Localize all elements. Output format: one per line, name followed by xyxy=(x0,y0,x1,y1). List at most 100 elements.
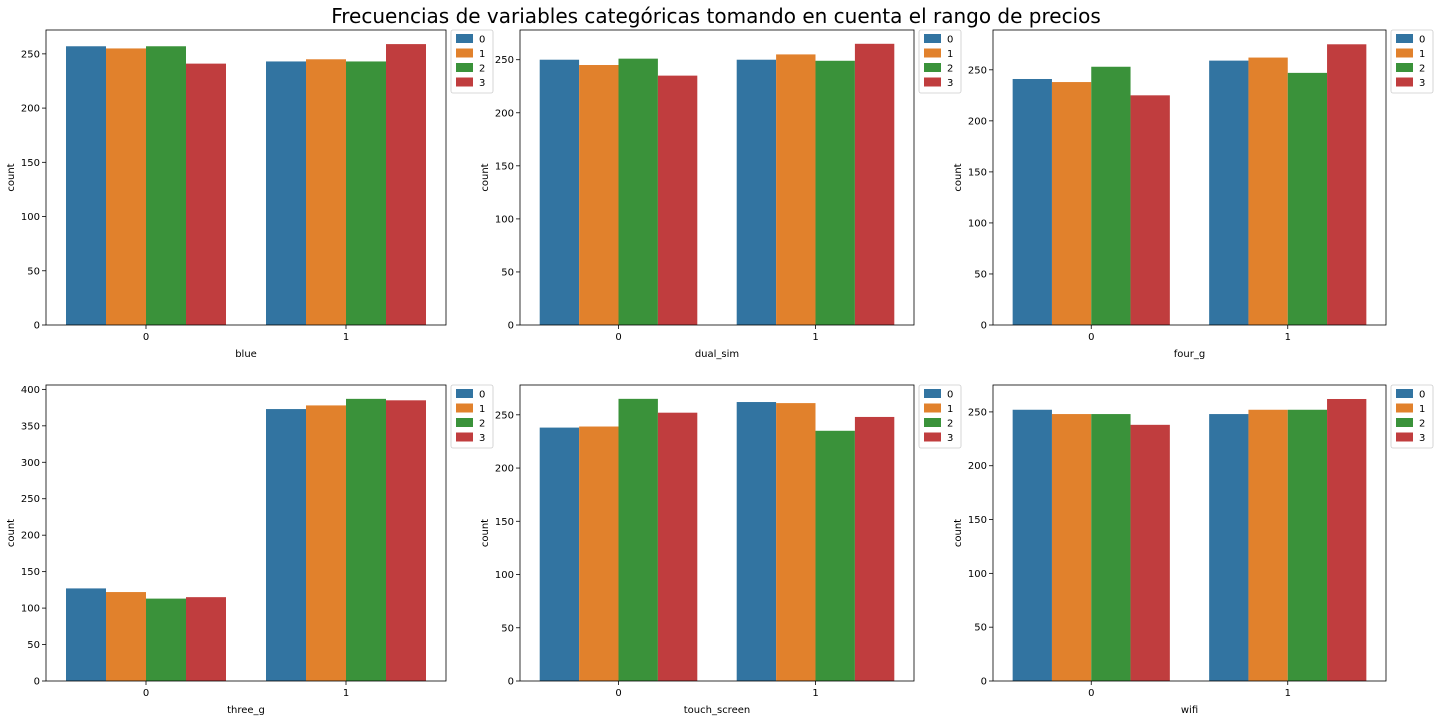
legend-label-3: 3 xyxy=(947,78,953,89)
bar-touch_screen-cat0-series2 xyxy=(618,398,658,681)
legend-swatch-0 xyxy=(924,389,941,398)
y-tick-label: 350 xyxy=(21,421,40,432)
legend-label-2: 2 xyxy=(1419,64,1425,75)
legend-label-2: 2 xyxy=(479,64,485,75)
legend-swatch-2 xyxy=(1396,63,1413,72)
bar-three_g-cat0-series1 xyxy=(106,592,146,681)
legend-swatch-0 xyxy=(1396,389,1413,398)
axes-frame xyxy=(519,29,915,326)
y-tick-label: 150 xyxy=(495,161,514,172)
y-tick-label: 150 xyxy=(21,158,40,169)
x-tick-label: 1 xyxy=(343,688,349,699)
legend-swatch-3 xyxy=(456,432,473,442)
bar-touch_screen-cat1-series3 xyxy=(854,416,895,681)
x-tick-label: 1 xyxy=(1285,688,1291,699)
y-tick-label: 100 xyxy=(968,218,987,229)
legend-swatch-3 xyxy=(1396,432,1413,442)
legend-box xyxy=(918,384,962,449)
bar-wifi-cat1-series0 xyxy=(1209,414,1249,681)
y-tick-label: 150 xyxy=(495,517,514,528)
bar-touch_screen-cat0-series1 xyxy=(579,426,619,681)
bar-dual_sim-cat1-series0 xyxy=(736,59,777,326)
y-tick-label: 250 xyxy=(21,49,40,60)
legend-swatch-3 xyxy=(924,432,941,442)
bar-wifi-cat1-series3 xyxy=(1327,398,1367,681)
axes-frame xyxy=(992,29,1387,326)
y-tick-label: 200 xyxy=(968,461,987,472)
x-tick-label: 0 xyxy=(615,332,621,343)
bar-blue-cat0-series1 xyxy=(106,48,146,325)
legend-box xyxy=(918,29,962,94)
legend-label-3: 3 xyxy=(479,433,485,444)
bar-touch_screen-cat0-series0 xyxy=(539,427,580,681)
y-tick-label: 50 xyxy=(974,623,987,634)
x-axis-label: three_g xyxy=(227,705,265,716)
subplot-four_g: 0 50 100 150 200 250 0 1 four_g count 0 1 2 3 xyxy=(953,29,1434,360)
legend-label-3: 3 xyxy=(947,433,953,444)
y-tick-label: 150 xyxy=(21,567,40,578)
y-tick-label: 250 xyxy=(968,407,987,418)
legend-label-1: 1 xyxy=(1419,404,1425,415)
y-tick-label: 300 xyxy=(21,458,40,469)
legend-label-0: 0 xyxy=(1419,390,1425,401)
y-tick-label: 200 xyxy=(968,116,987,127)
bar-wifi-cat1-series2 xyxy=(1287,409,1328,681)
legend-swatch-1 xyxy=(924,403,941,413)
bar-dual_sim-cat0-series0 xyxy=(539,59,580,326)
legend-label-1: 1 xyxy=(947,404,953,415)
y-tick-label: 100 xyxy=(495,214,514,225)
bar-touch_screen-cat1-series1 xyxy=(776,403,816,681)
bar-three_g-cat1-series2 xyxy=(346,398,386,681)
legend-swatch-0 xyxy=(1396,34,1413,43)
legend-swatch-1 xyxy=(1396,48,1413,58)
subplot-three_g: 0 50 100 150 200 250 300 350 400 0 1 three_g count 0 1… xyxy=(6,384,494,716)
x-tick-label: 0 xyxy=(143,332,149,343)
legend: 0 1 2 3 xyxy=(450,29,494,94)
legend-box xyxy=(450,384,494,449)
y-axis-label: count xyxy=(480,519,491,547)
y-tick-label: 200 xyxy=(495,108,514,119)
legend-swatch-1 xyxy=(1396,403,1413,413)
legend: 0 1 2 3 xyxy=(918,29,962,94)
legend: 0 1 2 3 xyxy=(918,384,962,449)
axes-frame xyxy=(45,384,447,682)
y-tick-label: 150 xyxy=(968,167,987,178)
legend-label-2: 2 xyxy=(947,419,953,430)
legend: 0 1 2 3 xyxy=(450,384,494,449)
legend-label-3: 3 xyxy=(1419,433,1425,444)
legend-swatch-2 xyxy=(1396,418,1413,427)
legend-swatch-1 xyxy=(456,403,473,413)
bar-dual_sim-cat1-series2 xyxy=(815,60,855,326)
bar-touch_screen-cat1-series0 xyxy=(736,402,777,681)
legend-label-3: 3 xyxy=(479,78,485,89)
x-tick-label: 0 xyxy=(615,688,621,699)
bar-wifi-cat1-series1 xyxy=(1248,409,1288,681)
figure-title: Frecuencias de variables categóricas tom… xyxy=(331,4,1101,28)
bar-blue-cat1-series3 xyxy=(386,44,426,325)
y-tick-label: 100 xyxy=(968,569,987,580)
legend-label-0: 0 xyxy=(479,390,485,401)
y-tick-label: 150 xyxy=(968,515,987,526)
legend-swatch-1 xyxy=(924,48,941,58)
y-tick-label: 50 xyxy=(974,269,987,280)
y-tick-label: 50 xyxy=(27,266,40,277)
y-tick-label: 400 xyxy=(21,385,40,396)
subplot-blue: 0 50 100 150 200 250 0 1 blue count 0 1 2 3 xyxy=(6,29,494,360)
y-tick-label: 50 xyxy=(501,267,514,278)
legend-label-2: 2 xyxy=(479,419,485,430)
y-axis-label: count xyxy=(6,519,17,547)
y-tick-label: 100 xyxy=(21,212,40,223)
y-tick-label: 200 xyxy=(495,464,514,475)
x-tick-label: 0 xyxy=(143,688,149,699)
bar-four_g-cat0-series3 xyxy=(1130,95,1170,325)
y-tick-label: 0 xyxy=(981,677,987,688)
y-tick-label: 100 xyxy=(495,570,514,581)
bar-touch_screen-cat0-series3 xyxy=(657,412,698,681)
bar-blue-cat1-series2 xyxy=(346,61,386,325)
bar-four_g-cat0-series1 xyxy=(1051,82,1092,325)
bar-wifi-cat0-series1 xyxy=(1051,414,1092,681)
legend-swatch-1 xyxy=(456,48,473,58)
legend-swatch-0 xyxy=(456,389,473,398)
y-tick-label: 0 xyxy=(34,321,40,332)
bar-three_g-cat0-series0 xyxy=(66,588,106,681)
